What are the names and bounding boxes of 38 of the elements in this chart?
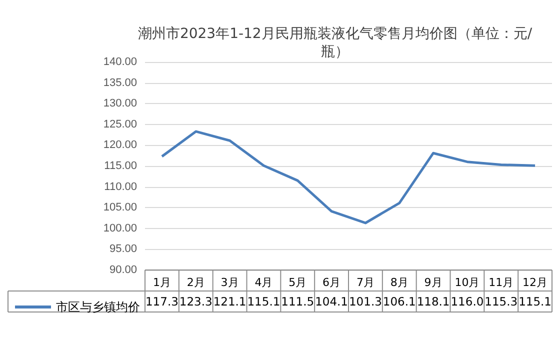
x-tick-label: 5月: [288, 276, 307, 289]
data-label: 115.1: [518, 294, 552, 308]
x-tick-label: 10月: [454, 276, 480, 289]
data-label: 117.3: [145, 294, 178, 308]
x-tick-label: 11月: [488, 276, 514, 289]
y-tick-label: 120.00: [103, 139, 137, 152]
y-tick-label: 130.00: [103, 98, 137, 110]
y-tick-label: 95.00: [109, 243, 137, 256]
y-tick-label: 125.00: [103, 118, 137, 130]
data-label: 104.1: [315, 294, 348, 308]
y-tick-label: 115.00: [104, 160, 137, 172]
data-label: 111.5: [281, 294, 314, 308]
data-label: 118.1: [416, 294, 450, 308]
y-tick-label: 110.00: [104, 180, 137, 193]
y-tick-label: 140.00: [103, 56, 137, 68]
data-label: 101.3: [348, 294, 382, 308]
legend-label: 市区与乡镇均价: [56, 300, 140, 314]
y-tick-label: 90.00: [109, 264, 137, 276]
x-tick-label: 7月: [356, 276, 374, 289]
x-tick-label: 4月: [254, 276, 273, 289]
x-tick-label: 3月: [220, 276, 239, 289]
x-tick-label: 12月: [522, 276, 548, 289]
data-label: 106.1: [382, 294, 416, 308]
x-tick-label: 6月: [322, 276, 341, 289]
data-label: 115.1: [247, 294, 280, 308]
x-tick-label: 1月: [152, 276, 171, 289]
y-tick-label: 100.00: [103, 222, 137, 234]
data-label: 123.3: [179, 294, 212, 308]
data-label: 121.1: [213, 294, 246, 308]
data-label: 116.0: [450, 294, 484, 308]
x-tick-label: 8月: [390, 276, 408, 289]
x-tick-label: 9月: [424, 276, 442, 289]
line-series: [160, 130, 536, 224]
y-tick-label: 135.00: [103, 76, 137, 89]
y-tick-label: 105.00: [103, 202, 137, 214]
chart-title: 潮州市2023年1-12月民用瓶装液化气零售月均价图（单位：元/瓶）: [138, 26, 532, 60]
data-label: 115.3: [484, 294, 518, 308]
x-tick-label: 2月: [186, 276, 205, 289]
